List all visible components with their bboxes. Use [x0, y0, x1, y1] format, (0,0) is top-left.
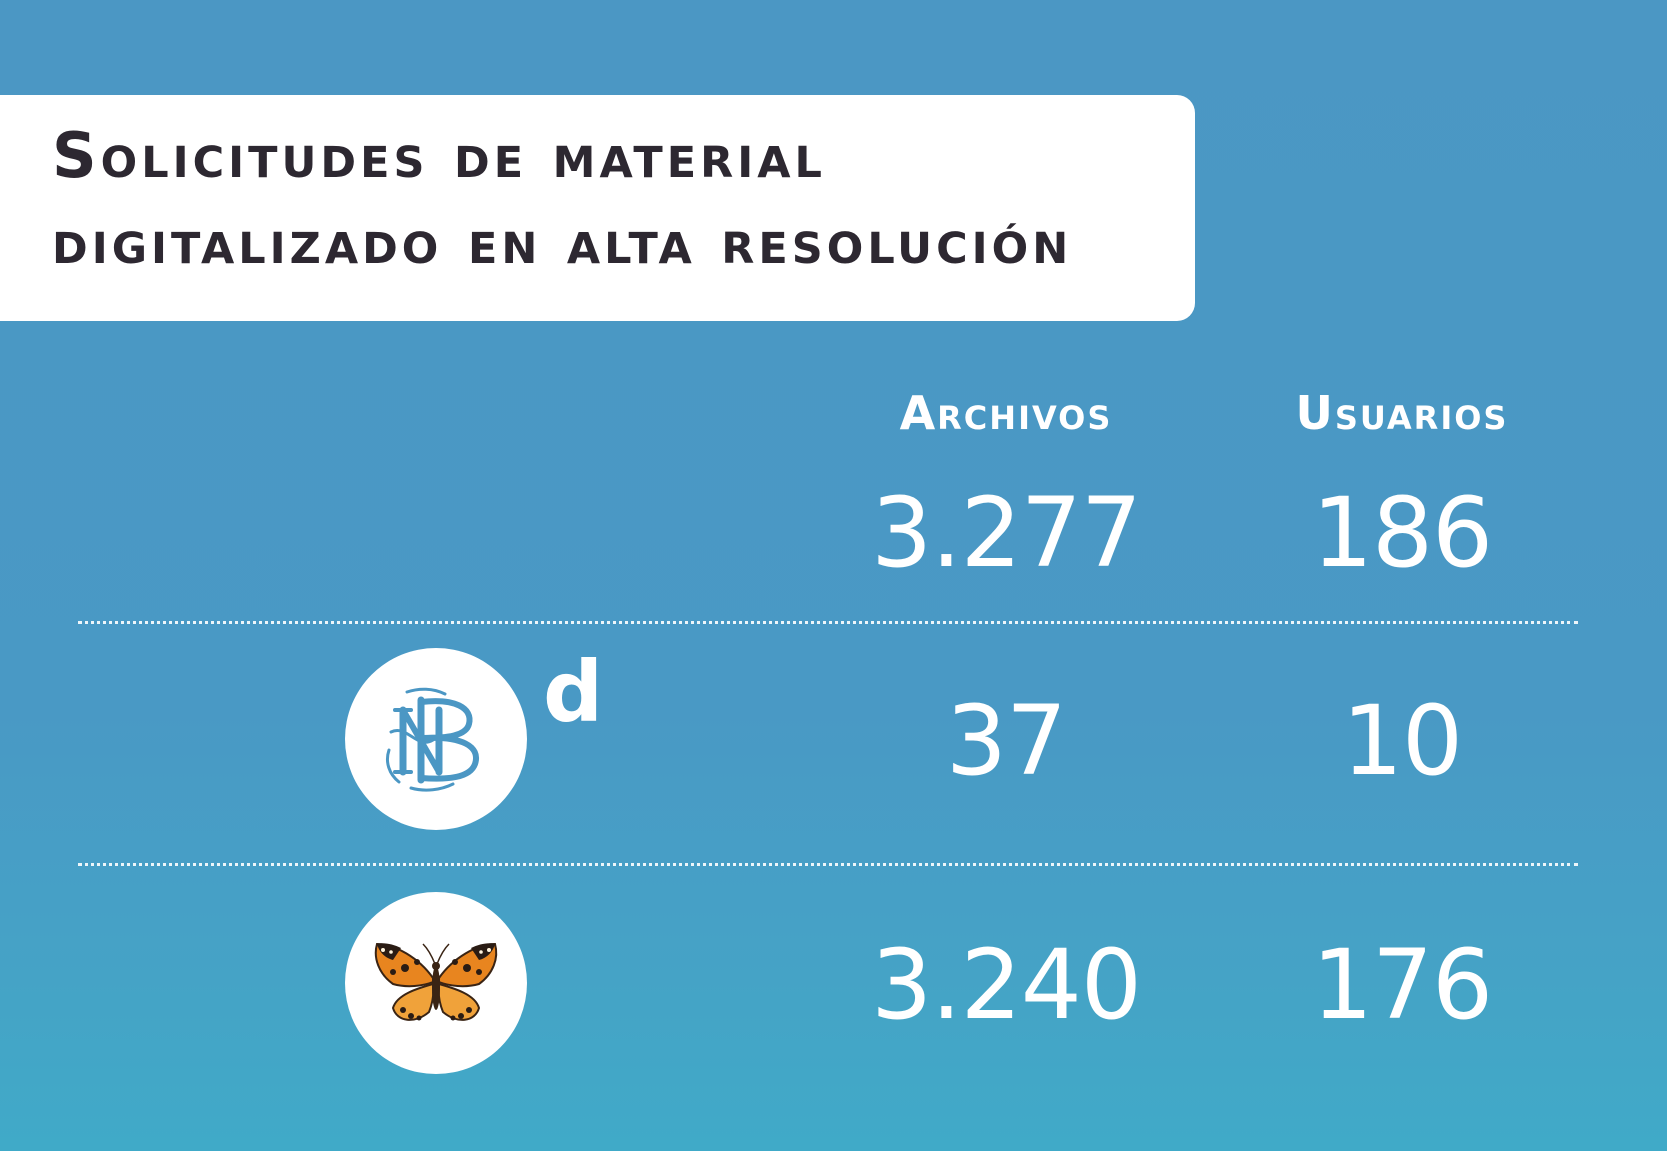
bnd-usuarios-value: 10	[1341, 685, 1463, 797]
butterfly-logo	[345, 892, 527, 1074]
row-divider-1	[78, 621, 1578, 624]
page-title-line-1: Solicitudes de material	[52, 119, 826, 192]
title-card: Solicitudes de material digitalizado en …	[0, 95, 1195, 321]
total-usuarios-value: 186	[1311, 477, 1493, 589]
butterfly-icon	[374, 942, 498, 1021]
butterfly-usuarios-value: 176	[1311, 929, 1493, 1041]
total-archivos-value: 3.277	[871, 477, 1142, 589]
bn-monogram-icon	[385, 687, 480, 792]
butterfly-archivos-value: 3.240	[871, 929, 1142, 1041]
bn-digital-suffix: d	[543, 643, 604, 741]
bnd-archivos-value: 37	[945, 685, 1067, 797]
bn-monogram-logo	[345, 648, 527, 830]
column-header-archivos: Archivos	[899, 386, 1113, 440]
page-title-line-2: digitalizado en alta resolución	[52, 205, 1073, 278]
column-header-usuarios: Usuarios	[1295, 386, 1509, 440]
row-divider-2	[78, 863, 1578, 866]
